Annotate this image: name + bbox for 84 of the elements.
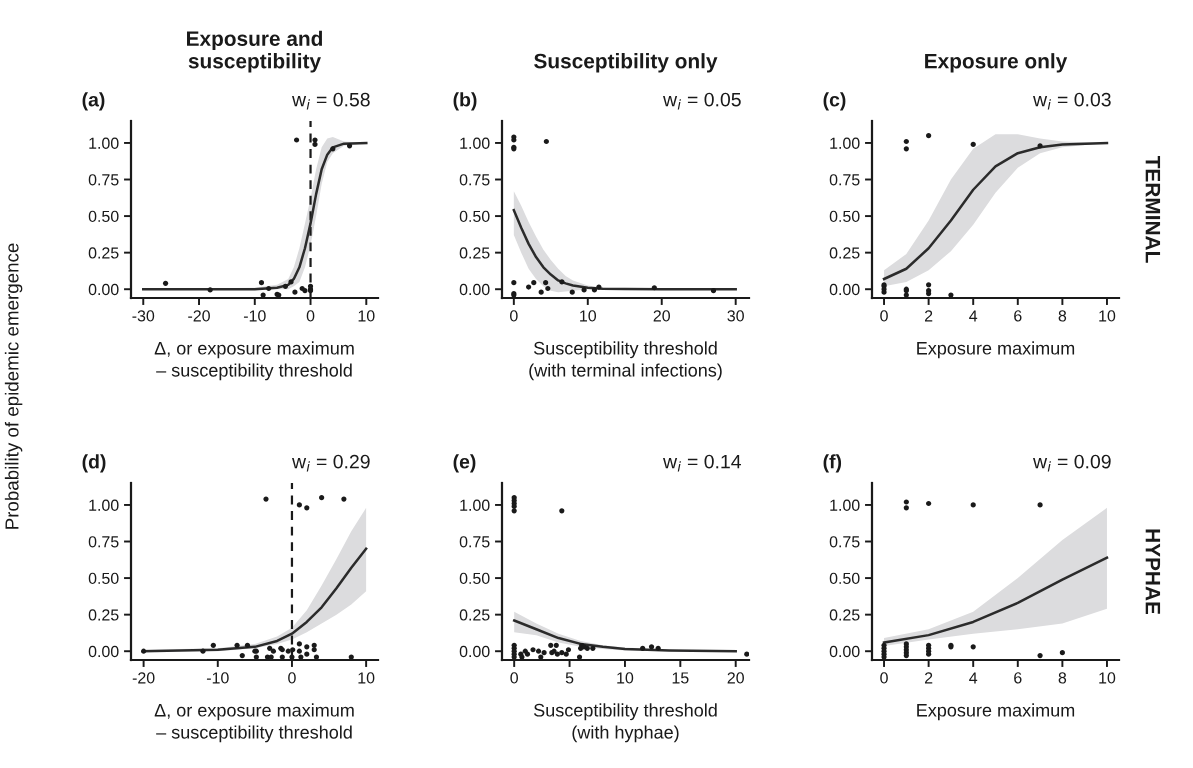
x-tick-label: 4 (969, 672, 978, 684)
text: (e) (453, 454, 476, 473)
x-tick-label: 15 (672, 672, 689, 684)
y-tick-label: 1.00 (89, 137, 119, 149)
x-tick-label: -30 (132, 310, 155, 322)
text: (c) (823, 92, 846, 111)
x-tick-label: 0 (510, 310, 518, 322)
y-tick-label: 0.00 (829, 283, 860, 296)
y-tick-label: 0.00 (88, 645, 119, 658)
text: (f) (823, 454, 842, 473)
y-tick-label: 0.75 (88, 536, 119, 548)
y-tick-label: 0.25 (829, 609, 860, 621)
x-tick-label: 10 (358, 672, 375, 684)
x-tick-label: 20 (653, 310, 670, 322)
x-axis-title: Exposure maximum (917, 341, 1075, 359)
text: w$_{i}$ = 0.05 (663, 92, 741, 110)
y-tick-label: 1.00 (830, 137, 860, 149)
x-tick-label: 5 (565, 672, 574, 684)
x-tick-label: -10 (206, 672, 229, 684)
x-tick-label: -10 (243, 310, 266, 322)
x-tick-label: 10 (617, 672, 634, 684)
text: w$_{i}$ = 0.09 (1033, 454, 1111, 472)
x-tick-label: 2 (924, 672, 933, 684)
x-tick-label: 0 (880, 310, 888, 322)
x-tick-label: 10 (1099, 310, 1116, 322)
x-tick-label: 0 (510, 672, 518, 684)
y-tick-label: 1.00 (830, 499, 860, 511)
x-tick-label: 20 (727, 672, 744, 684)
y-tick-label: 0.75 (88, 174, 119, 186)
x-tick-label: 10 (580, 310, 597, 322)
x-tick-label: -20 (132, 672, 155, 684)
y-tick-label: 0.25 (459, 247, 490, 259)
text: (b) (453, 92, 477, 111)
text: w$_{i}$ = 0.14 (663, 454, 742, 472)
x-tick-label: 0 (288, 672, 296, 684)
y-tick-label: 0.75 (829, 174, 860, 186)
chart-title: Exposure only (925, 53, 1068, 73)
x-tick-label: 30 (727, 310, 744, 322)
y-tick-label: 0.25 (88, 247, 119, 259)
y-tick-label: 0.00 (459, 645, 490, 658)
x-tick-label: 0 (306, 310, 315, 322)
x-tick-label: 6 (1014, 310, 1022, 322)
text: (d) (82, 454, 106, 473)
chart-title: Susceptibility only (534, 53, 718, 73)
x-tick-label: 8 (1058, 672, 1067, 684)
text: w$_{i}$ = 0.29 (292, 454, 370, 472)
y-tick-label: 0.00 (829, 645, 860, 658)
text: w$_{i}$ = 0.58 (292, 92, 370, 110)
y-axis-title: Probability of epidemic emergence (4, 243, 23, 529)
y-tick-label: 0.75 (459, 174, 490, 186)
x-tick-label: 10 (1099, 672, 1116, 684)
x-tick-label: 10 (358, 310, 375, 322)
y-tick-label: 1.00 (460, 137, 490, 149)
x-axis-title: Susceptibility threshold (with terminal infections) (529, 341, 722, 381)
x-axis-title: Δ, or exposure maximum – susceptibility threshold (154, 341, 354, 381)
y-tick-label: 0.00 (459, 283, 490, 296)
x-tick-label: 4 (969, 310, 978, 322)
x-axis-title: Exposure maximum (917, 703, 1075, 721)
text: HYPHAE (1145, 529, 1161, 615)
text: w$_{i}$ = 0.03 (1033, 92, 1111, 110)
y-tick-label: 0.00 (88, 283, 119, 296)
y-tick-label: 0.25 (88, 609, 119, 621)
x-tick-label: -20 (188, 310, 210, 322)
x-tick-label: 2 (924, 310, 933, 322)
x-tick-label: 0 (880, 672, 888, 684)
x-axis-title: Susceptibility threshold (with hyphae) (533, 703, 717, 743)
x-tick-label: 8 (1058, 310, 1067, 322)
y-tick-label: 0.50 (88, 210, 119, 223)
y-tick-label: 0.50 (829, 572, 860, 585)
y-tick-label: 0.25 (459, 609, 490, 621)
y-tick-label: 0.75 (829, 536, 860, 548)
text: (a) (82, 92, 105, 111)
y-tick-label: 0.75 (459, 536, 490, 548)
y-tick-label: 0.25 (829, 247, 860, 259)
text: TERMINAL (1145, 155, 1161, 263)
chart-title: Exposure and susceptibility (187, 30, 323, 73)
x-axis-title: Δ, or exposure maximum – susceptibility threshold (154, 703, 354, 743)
y-tick-label: 1.00 (89, 499, 119, 511)
y-tick-label: 0.50 (829, 210, 860, 223)
y-tick-label: 1.00 (460, 499, 490, 511)
x-tick-label: 6 (1014, 672, 1022, 684)
y-tick-label: 0.50 (459, 210, 490, 223)
y-tick-label: 0.50 (459, 572, 490, 585)
y-tick-label: 0.50 (88, 572, 119, 585)
